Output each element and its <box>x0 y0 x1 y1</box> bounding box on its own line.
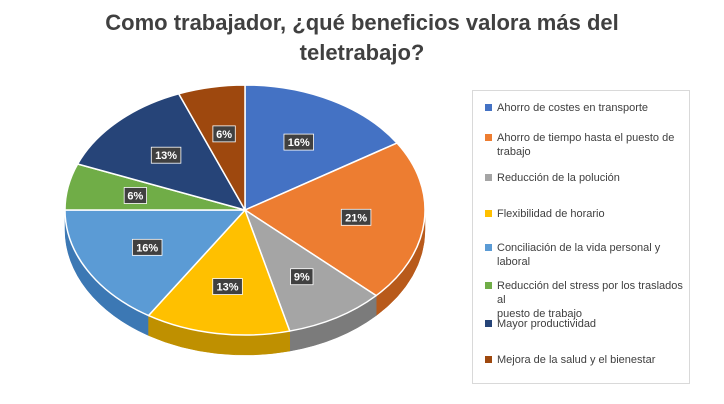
legend-label: Ahorro de tiempo hasta el puesto de <box>497 132 675 144</box>
data-label-text: 21% <box>345 212 367 224</box>
legend-item-4: Flexibilidad de horario <box>485 207 685 221</box>
legend-swatch <box>485 104 492 111</box>
legend-label: Flexibilidad de horario <box>497 208 605 220</box>
chart-title: Como trabajador, ¿qué beneficios valora … <box>0 8 724 68</box>
pie-slice-4 <box>147 209 291 336</box>
legend-item-3: Reducción de la polución <box>485 171 685 185</box>
chart-legend: Ahorro de costes en transporte Ahorro de … <box>472 90 690 384</box>
data-label-1: 16% <box>283 133 314 151</box>
data-label-4: 13% <box>212 278 243 295</box>
legend-swatch <box>485 134 492 141</box>
legend-item-1: Ahorro de costes en transporte <box>485 101 685 115</box>
data-label-text: 13% <box>155 150 177 162</box>
legend-label: Mayor productividad <box>497 318 597 330</box>
data-label-text: 9% <box>294 272 310 284</box>
legend-label: Reducción del stress por los traslados a… <box>497 280 683 306</box>
legend-swatch <box>485 320 492 327</box>
legend-label: Ahorro de costes en transporte <box>497 102 649 114</box>
data-label-7: 13% <box>150 146 182 164</box>
data-label-5: 16% <box>132 238 163 256</box>
legend-swatch <box>485 210 492 217</box>
legend-item-7: Mayor productividad <box>485 317 685 331</box>
legend-item-8: Mejora de la salud y el bienestar <box>485 353 685 367</box>
data-label-6: 6% <box>123 187 147 204</box>
data-label-box <box>283 133 314 151</box>
chart-title-line-1: Como trabajador, ¿qué beneficios valora … <box>105 10 619 35</box>
data-label-text: 6% <box>127 190 143 202</box>
data-label-box <box>212 278 243 295</box>
legend-label: Reducción de la polución <box>497 172 620 184</box>
legend-item-2: Ahorro de tiempo hasta el puesto de traba… <box>485 131 685 159</box>
data-label-text: 13% <box>217 282 239 294</box>
data-label-box <box>132 238 163 256</box>
legend-swatch <box>485 356 492 363</box>
data-label-2: 21% <box>340 208 372 226</box>
legend-label: puesto de trabajo <box>497 308 583 320</box>
legend-label: Conciliación de la vida personal y labor… <box>497 242 661 268</box>
legend-item-6: Reducción del stress por los traslados a… <box>485 279 685 321</box>
pie-slice-1 <box>244 84 398 211</box>
legend-item-5: Conciliación de la vida personal y labor… <box>485 241 685 269</box>
data-label-box <box>212 125 236 143</box>
data-label-box <box>340 208 372 226</box>
data-label-8: 6% <box>212 125 236 143</box>
data-label-3: 9% <box>290 268 314 286</box>
chart-title-line-2: teletrabajo? <box>299 40 425 65</box>
data-label-text: 16% <box>136 242 158 254</box>
legend-label: trabajo <box>497 146 531 158</box>
legend-swatch <box>485 174 492 181</box>
pie-slice-8 <box>177 84 246 211</box>
legend-swatch <box>485 282 492 289</box>
data-label-box <box>290 268 314 286</box>
pie-slice-2 <box>244 142 426 297</box>
legend-swatch <box>485 244 492 251</box>
data-label-box <box>150 146 182 164</box>
data-label-text: 6% <box>216 129 232 141</box>
data-label-box <box>123 187 147 204</box>
data-label-text: 16% <box>288 137 310 149</box>
pie-slice-5 <box>64 209 246 317</box>
pie-data-labels: 16% 21% 9% 13% 16% 6% 13% 6% <box>123 125 372 295</box>
legend-label: Mejora de la salud y el bienestar <box>497 354 656 366</box>
